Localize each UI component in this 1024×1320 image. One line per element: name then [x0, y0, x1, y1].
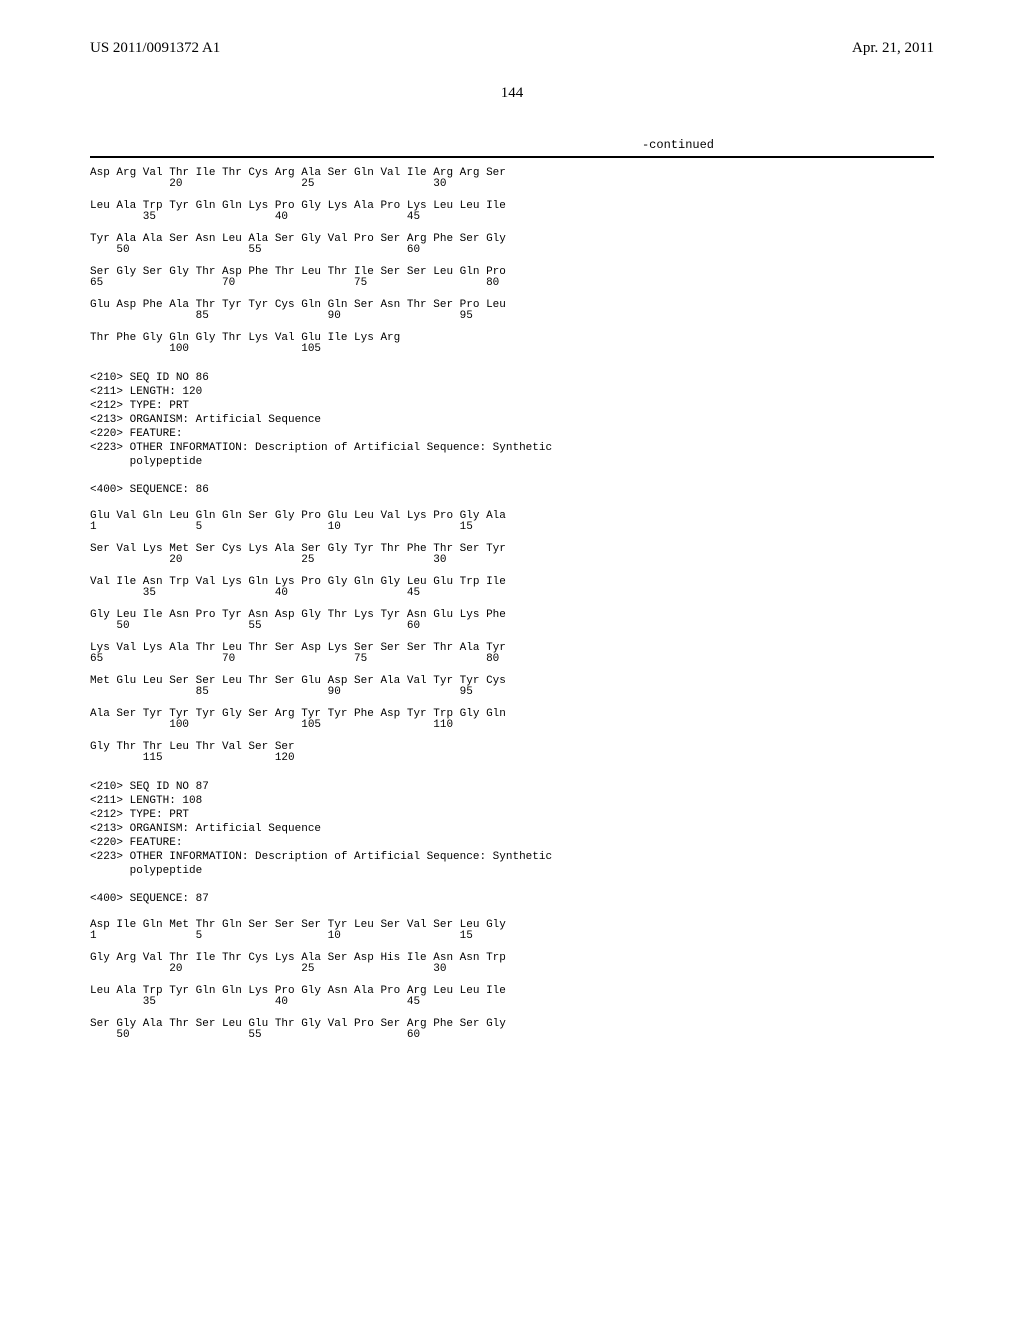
sequence-87: Asp Ile Gln Met Thr Gln Ser Ser Ser Tyr … [90, 920, 934, 1041]
sequence-86: Glu Val Gln Leu Gln Gln Ser Gly Pro Glu … [90, 511, 934, 764]
continued-label: -continued [90, 138, 934, 152]
page-number: 144 [90, 85, 934, 102]
rule-top [90, 156, 934, 158]
publication-date: Apr. 21, 2011 [852, 40, 934, 57]
seq86-metadata: <210> SEQ ID NO 86 <211> LENGTH: 120 <21… [90, 371, 934, 497]
seq87-metadata: <210> SEQ ID NO 87 <211> LENGTH: 108 <21… [90, 780, 934, 906]
publication-number: US 2011/0091372 A1 [90, 40, 220, 57]
sequence-85-continuation: Asp Arg Val Thr Ile Thr Cys Arg Ala Ser … [90, 168, 934, 355]
